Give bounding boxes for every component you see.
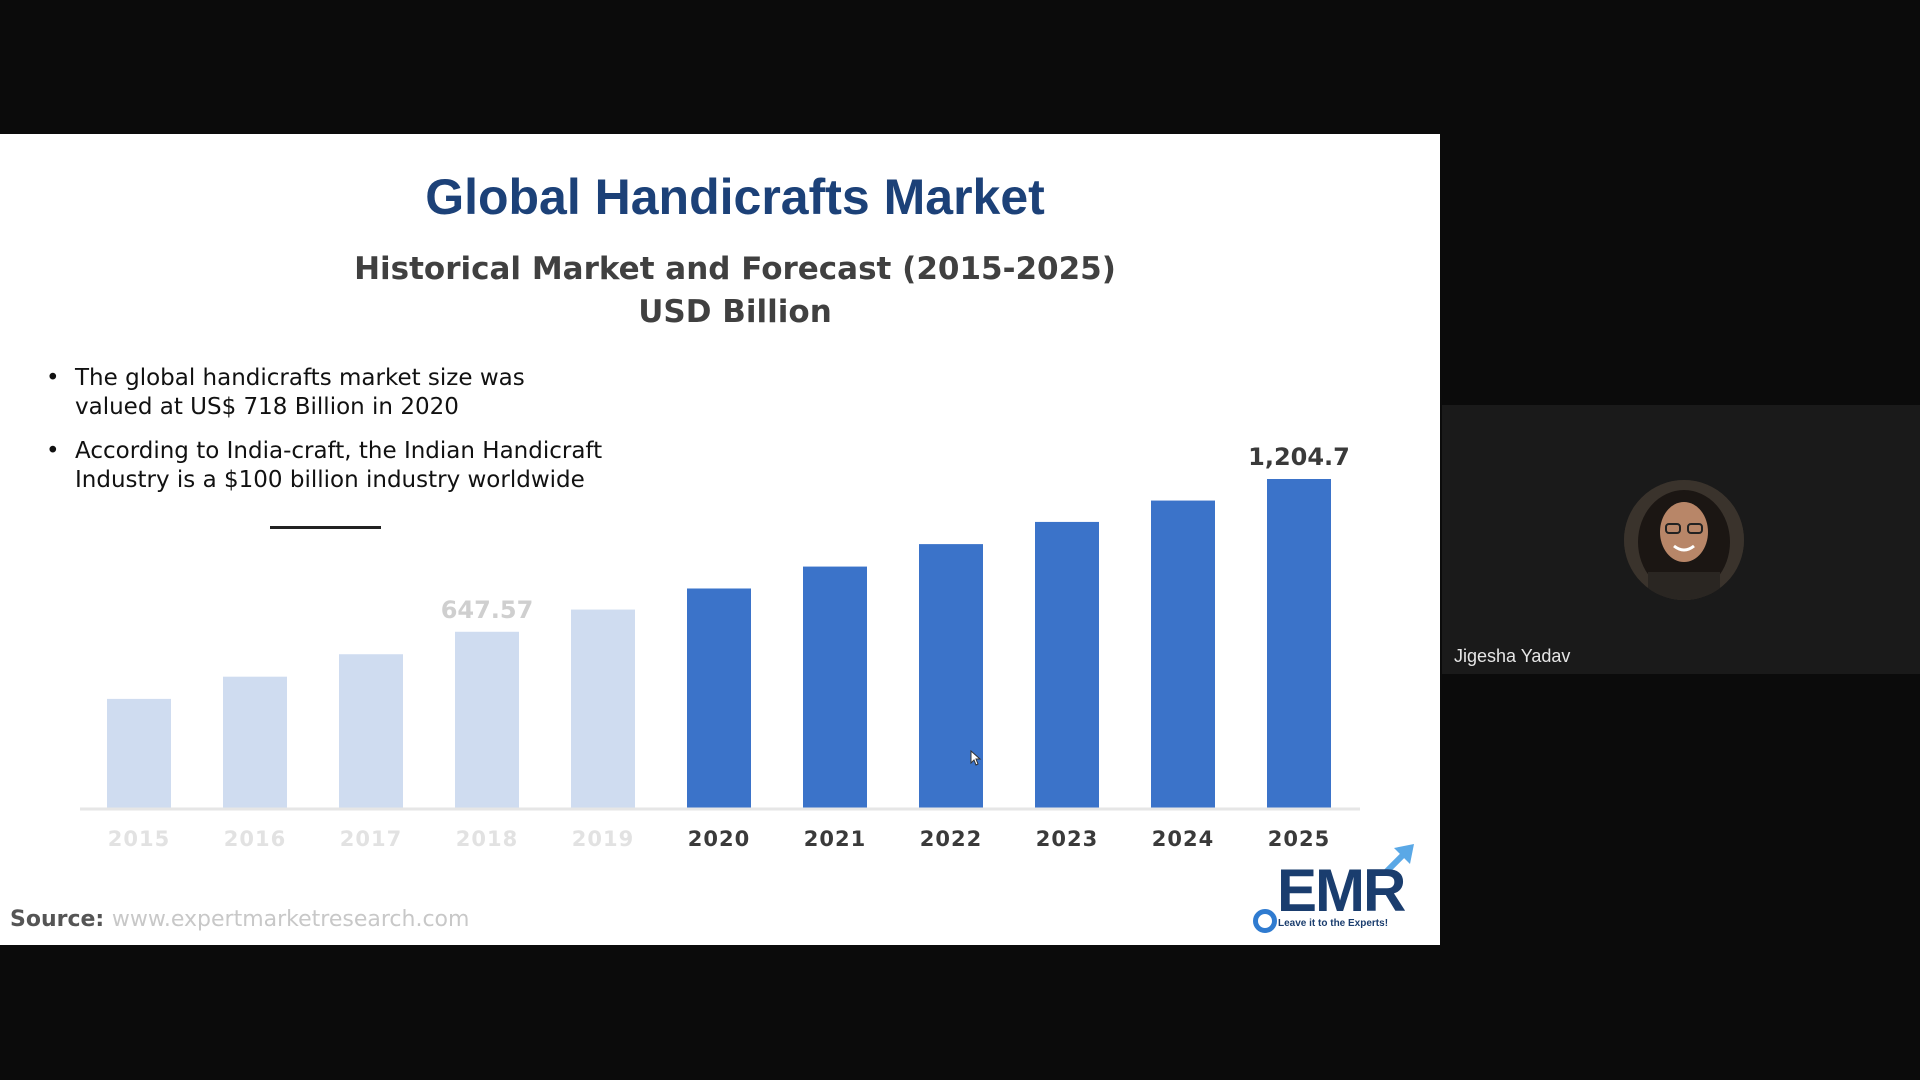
tick-label-2019: 2019 xyxy=(572,827,634,851)
tick-label-2022: 2022 xyxy=(920,827,982,851)
bar-2018 xyxy=(455,631,519,809)
bar-2021 xyxy=(803,566,867,809)
participant-tile[interactable]: Jigesha Yadav xyxy=(1442,405,1920,674)
bar-2023 xyxy=(1035,521,1099,809)
logo-text: EMR xyxy=(1277,857,1406,924)
bullet-list: The global handicrafts market size was v… xyxy=(46,364,606,510)
bar-2016 xyxy=(223,676,287,809)
source-note: Source: www.expertmarketresearch.com xyxy=(10,907,469,932)
source-url[interactable]: www.expertmarketresearch.com xyxy=(111,907,470,932)
arrow-up-right-icon xyxy=(1381,844,1414,877)
mouse-cursor-icon xyxy=(970,750,982,766)
bar-2020 xyxy=(687,588,751,809)
presentation-slide: Global Handicrafts Market Historical Mar… xyxy=(0,134,1440,945)
bar-2025 xyxy=(1267,479,1331,809)
bullet-item: The global handicrafts market size was v… xyxy=(46,364,606,422)
tick-label-2025: 2025 xyxy=(1268,827,1330,851)
participant-name: Jigesha Yadav xyxy=(1454,646,1571,666)
bar-2024 xyxy=(1151,500,1215,809)
bar-chart: 2015 2016 2017 2018 2019 2020 2021 2022 2023 2024… xyxy=(80,443,1360,851)
tick-label-2016: 2016 xyxy=(224,827,286,851)
tick-label-2018: 2018 xyxy=(456,827,518,851)
slide-title: Global Handicrafts Market xyxy=(425,169,1045,225)
bar-2015 xyxy=(107,698,171,809)
participant-avatar xyxy=(1624,480,1744,600)
logo-tagline: Leave it to the Experts! xyxy=(1278,918,1389,929)
emr-logo: EMR Leave it to the Experts! xyxy=(1250,842,1420,934)
logo-ring-icon xyxy=(1253,909,1277,933)
tick-label-2020: 2020 xyxy=(688,827,750,851)
bar-2019 xyxy=(571,609,635,809)
tick-label-2015: 2015 xyxy=(108,827,170,851)
subtitle-line-1: Historical Market and Forecast (2015-202… xyxy=(354,251,1116,287)
avatar-photo xyxy=(1624,480,1744,600)
tick-label-2017: 2017 xyxy=(340,827,402,851)
divider-line xyxy=(270,526,381,529)
subtitle-line-2: USD Billion xyxy=(638,294,832,330)
source-label: Source: xyxy=(10,907,105,932)
tick-label-2021: 2021 xyxy=(804,827,866,851)
bar-2017 xyxy=(339,654,403,809)
data-label-2018: 647.57 xyxy=(441,596,534,624)
tick-label-2023: 2023 xyxy=(1036,827,1098,851)
bar-2022 xyxy=(919,544,983,809)
tick-label-2024: 2024 xyxy=(1152,827,1214,851)
slide-subtitle: Historical Market and Forecast (2015-202… xyxy=(0,248,1440,334)
data-label-2025: 1,204.7 xyxy=(1248,443,1350,471)
bullet-item: According to India-craft, the Indian Han… xyxy=(46,437,606,495)
